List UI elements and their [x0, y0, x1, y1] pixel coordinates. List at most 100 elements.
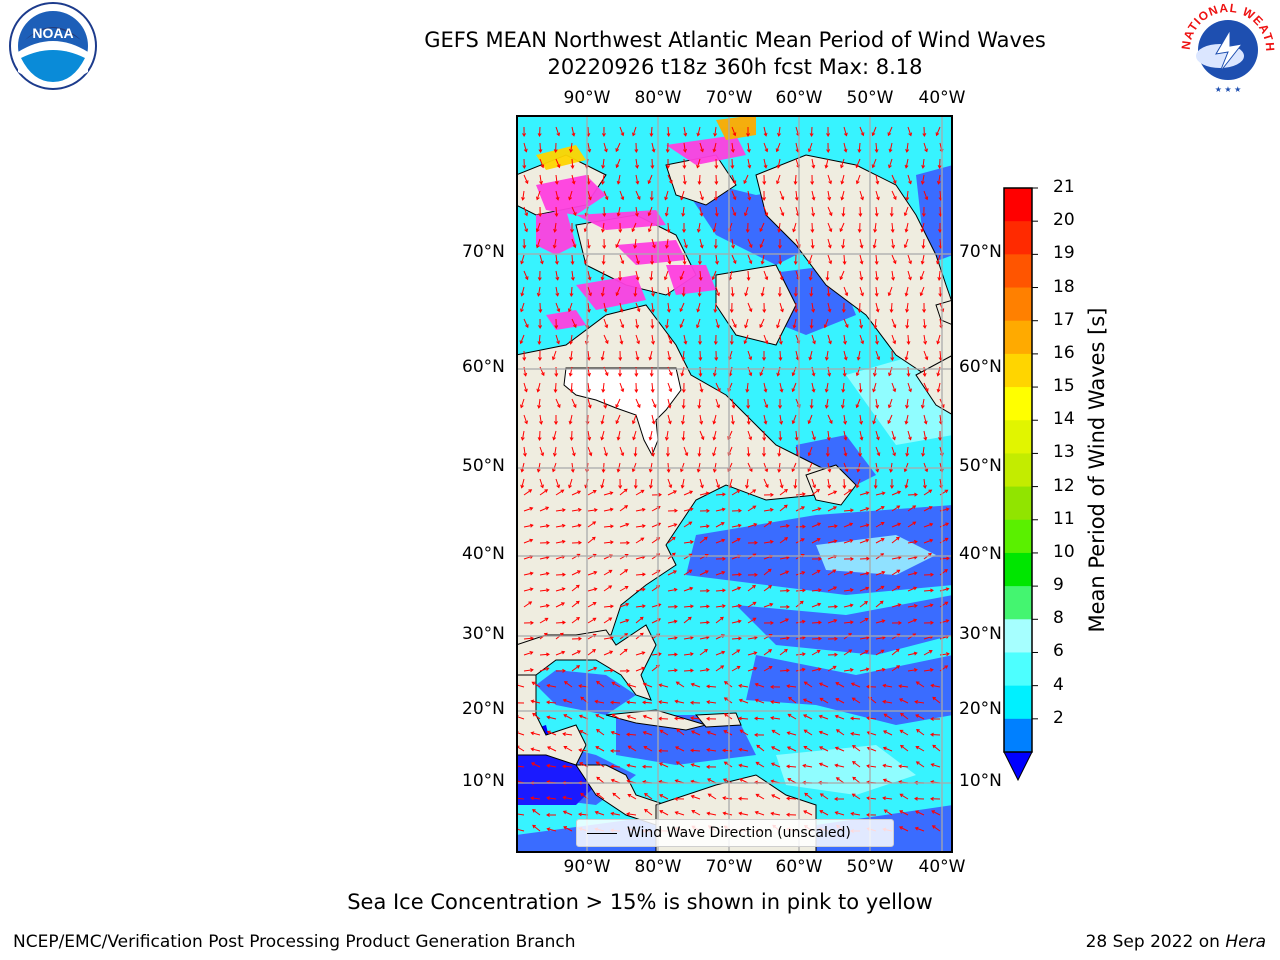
- wind-arrow-head: [592, 649, 596, 653]
- wind-arrow-head: [663, 276, 668, 281]
- wind-arrow: [650, 478, 653, 488]
- wind-arrow-head: [754, 682, 759, 687]
- wind-arrow-head: [860, 132, 865, 137]
- wind-arrow: [872, 382, 877, 392]
- wind-arrow-head: [651, 340, 655, 345]
- wind-arrow-head: [778, 340, 783, 345]
- wind-arrow-head: [667, 404, 672, 409]
- wind-arrow-head: [625, 618, 630, 623]
- wind-arrow-head: [908, 132, 913, 137]
- wind-arrow: [763, 478, 769, 488]
- wind-arrow: [907, 521, 916, 528]
- wind-arrow-head: [899, 826, 903, 830]
- wind-arrow-head: [610, 604, 614, 609]
- wind-arrow: [787, 732, 797, 736]
- wind-arrow: [632, 414, 637, 424]
- wind-arrow-head: [848, 489, 853, 493]
- wind-arrow: [547, 716, 557, 720]
- wind-arrow: [667, 286, 670, 296]
- lon-label-bottom: 90°W: [563, 857, 611, 877]
- wind-arrow-head: [620, 324, 625, 329]
- wind-arrow-head: [610, 700, 614, 705]
- wind-arrow: [842, 206, 845, 217]
- wind-arrow: [873, 414, 877, 424]
- wind-arrow-head: [626, 812, 631, 817]
- wind-arrow-head: [624, 586, 629, 590]
- wind-arrow: [587, 602, 597, 608]
- wind-arrow: [843, 318, 849, 328]
- wind-arrow: [603, 617, 612, 624]
- colorbar-tick-label: 10: [1053, 541, 1075, 562]
- footer-credit: NCEP/EMC/Verification Post Processing Pr…: [13, 932, 576, 952]
- wind-arrow: [744, 206, 749, 216]
- wind-arrow-head: [529, 523, 534, 528]
- wind-arrow-head: [826, 292, 831, 297]
- wind-arrow-head: [852, 761, 856, 765]
- wind-arrow-head: [626, 540, 630, 545]
- wind-arrow-head: [802, 588, 806, 593]
- wind-arrow-head: [827, 484, 832, 489]
- wind-arrow-head: [762, 181, 767, 185]
- colorbar-tick-label: 6: [1053, 641, 1064, 662]
- wind-arrow: [921, 254, 925, 264]
- wind-arrow: [811, 222, 813, 233]
- wind-arrow: [923, 669, 933, 672]
- wind-arrow-head: [716, 404, 721, 409]
- wind-arrow-head: [681, 356, 686, 361]
- wind-arrow-head: [833, 524, 838, 529]
- wind-arrow-head: [824, 164, 829, 169]
- wind-arrow: [635, 254, 640, 264]
- wind-arrow-head: [604, 372, 609, 377]
- wind-arrow: [779, 537, 788, 544]
- wind-arrow-head: [633, 453, 638, 457]
- wind-arrow: [659, 794, 669, 800]
- wind-arrow-head: [554, 373, 559, 377]
- wind-arrow-head: [936, 260, 940, 265]
- wind-arrow-head: [865, 667, 870, 672]
- wind-arrow-head: [679, 308, 684, 313]
- wind-arrow-head: [812, 484, 817, 489]
- wind-arrow: [804, 681, 813, 688]
- wind-arrow-head: [722, 748, 726, 753]
- wind-arrow-head: [668, 388, 673, 393]
- colorbar-tick-label: 9: [1053, 575, 1064, 596]
- wind-arrow-head: [731, 404, 736, 409]
- wind-arrow: [891, 318, 896, 328]
- wind-arrow-head: [596, 792, 600, 797]
- wind-arrow-head: [641, 666, 646, 671]
- wind-arrow-head: [899, 810, 904, 814]
- wind-arrow: [835, 747, 845, 752]
- wind-arrow: [826, 270, 829, 281]
- wind-arrow-head: [538, 149, 543, 153]
- wind-arrow: [667, 620, 677, 624]
- wind-arrow-head: [602, 245, 607, 249]
- wind-arrow-head: [595, 680, 600, 685]
- wind-arrow: [568, 302, 573, 312]
- wind-arrow-head: [794, 196, 799, 201]
- wind-arrow: [644, 793, 653, 800]
- wind-arrow: [523, 572, 533, 576]
- wind-arrow: [715, 478, 720, 488]
- wind-arrow: [778, 446, 781, 456]
- wind-arrow-head: [891, 276, 895, 281]
- wind-arrow-head: [746, 277, 751, 281]
- wind-arrow-head: [779, 276, 784, 281]
- wind-arrow: [603, 637, 613, 640]
- wind-arrow-head: [872, 372, 877, 377]
- wind-arrow-head: [571, 452, 576, 457]
- wind-arrow-head: [555, 292, 560, 297]
- wind-arrow-head: [784, 489, 788, 493]
- wind-arrow-head: [644, 793, 648, 797]
- wind-arrow: [747, 601, 756, 608]
- wind-arrow-head: [697, 293, 702, 297]
- wind-arrow: [683, 616, 692, 624]
- wind-arrow-head: [647, 212, 652, 217]
- wind-arrow: [667, 637, 677, 640]
- wind-arrow-head: [618, 485, 623, 489]
- wind-arrow: [859, 302, 861, 313]
- wind-arrow-head: [803, 714, 807, 718]
- wind-arrow-head: [556, 164, 561, 169]
- wind-arrow: [843, 430, 847, 440]
- wind-arrow: [875, 206, 878, 216]
- wind-arrow-head: [586, 356, 591, 361]
